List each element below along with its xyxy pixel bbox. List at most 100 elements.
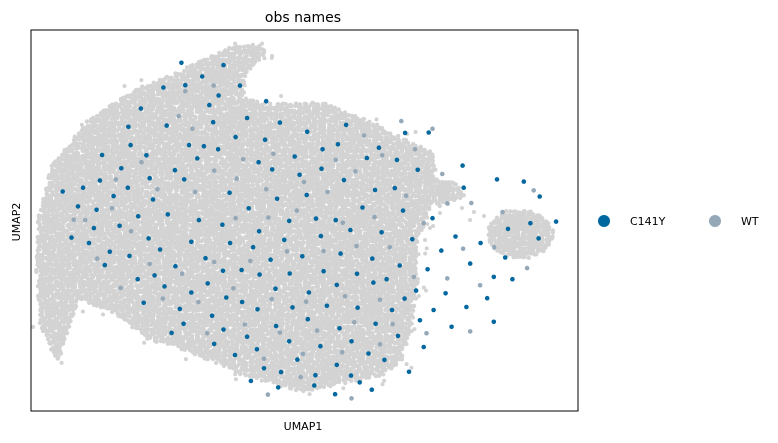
background-cell-1675 xyxy=(241,137,246,142)
background-cell-3102 xyxy=(67,172,72,178)
background-cell-838 xyxy=(127,112,132,118)
background-cell-4899 xyxy=(190,212,196,217)
background-cell-3019 xyxy=(205,169,210,175)
background-cell-2231 xyxy=(136,152,142,157)
background-cell-2809 xyxy=(345,163,350,168)
background-cell-1169 xyxy=(284,122,289,127)
background-cell-985 xyxy=(302,116,307,121)
background-cell-3035 xyxy=(252,170,258,175)
background-cell-207 xyxy=(206,74,211,79)
background-cell-705 xyxy=(223,106,228,112)
background-cell-1721 xyxy=(379,137,384,142)
background-cell-2885 xyxy=(189,167,195,173)
background-cell-1007 xyxy=(84,119,90,124)
background-cell-3280 xyxy=(213,175,218,180)
chart-title: obs names xyxy=(265,10,341,26)
background-cell-327 xyxy=(167,86,172,91)
background-cell-4431 xyxy=(367,199,372,205)
background-cell-4337 xyxy=(85,200,90,205)
background-cell-2223 xyxy=(111,151,117,157)
background-cell-3165 xyxy=(256,173,261,178)
background-cell-813 xyxy=(304,109,309,115)
background-cell-1199 xyxy=(374,122,380,128)
background-cell-715 xyxy=(253,107,258,112)
background-cell-597 xyxy=(133,103,139,109)
background-cell-1010 xyxy=(94,118,100,124)
background-cell-1335 xyxy=(181,128,187,134)
background-cell-1040 xyxy=(183,119,189,124)
background-cell-9 xyxy=(247,44,252,50)
background-cell-1663 xyxy=(205,136,210,142)
background-cell-768 xyxy=(169,110,174,115)
background-cell-4945 xyxy=(328,211,334,217)
background-cell-1596 xyxy=(330,134,335,139)
background-cell-4862 xyxy=(79,211,84,217)
background-cell-2183 xyxy=(364,149,369,154)
background-cell-1450 xyxy=(214,131,219,137)
background-cell-1523 xyxy=(112,135,118,140)
background-cell-1519 xyxy=(99,133,105,139)
background-cell-373 xyxy=(192,89,197,94)
background-cell-1444 xyxy=(197,130,202,136)
background-cell-3500 xyxy=(76,183,81,188)
background-cell-4330 xyxy=(64,200,70,205)
background-cell-963 xyxy=(234,116,240,121)
background-cell-2794 xyxy=(301,164,306,170)
background-cell-1734 xyxy=(81,140,87,146)
background-cell-790 xyxy=(235,111,240,116)
background-cell-4321 xyxy=(452,197,457,203)
background-cell-119 xyxy=(236,61,241,67)
background-cell-2290 xyxy=(312,151,318,157)
background-cell-2837 xyxy=(431,163,436,168)
background-cell-3721 xyxy=(324,184,330,190)
background-cell-40 xyxy=(256,50,261,55)
background-cell-760 xyxy=(145,110,150,115)
background-cell-4505 xyxy=(184,203,189,208)
background-cell-720 xyxy=(268,107,273,112)
background-cell-614 xyxy=(184,104,190,109)
background-cell-1379 xyxy=(312,128,318,133)
background-cell-3327 xyxy=(355,176,360,181)
background-cell-147 xyxy=(182,68,187,74)
background-cell-516 xyxy=(250,98,256,103)
background-cell-1084 xyxy=(315,119,321,125)
background-cell-823 xyxy=(334,111,339,117)
background-cell-3731 xyxy=(354,184,360,189)
background-cell-4104 xyxy=(219,194,225,199)
background-cell-1763 xyxy=(168,139,173,145)
background-cell-1484 xyxy=(316,131,321,137)
background-cell-681 xyxy=(150,106,155,112)
background-cell-3553 xyxy=(235,182,240,187)
background-cell-533 xyxy=(154,101,159,106)
background-cell-1101 xyxy=(367,119,372,125)
background-cell-2510 xyxy=(213,158,219,163)
background-cell-514 xyxy=(244,97,249,103)
background-cell-102 xyxy=(253,59,258,64)
background-cell-1478 xyxy=(299,132,304,137)
background-cell-3384 xyxy=(135,178,141,184)
background-cell-694 xyxy=(189,107,195,112)
background-cell-1610 xyxy=(372,134,378,139)
background-cell-437 xyxy=(139,96,144,101)
background-cell-3672 xyxy=(178,184,183,190)
background-cell-1013 xyxy=(103,118,108,124)
background-cell-7 xyxy=(242,44,247,49)
background-cell-428 xyxy=(239,93,245,98)
background-cell-1265 xyxy=(274,125,279,130)
background-cells xyxy=(31,41,555,397)
background-cell-415 xyxy=(198,91,204,97)
background-cell-1345 xyxy=(211,129,216,134)
background-cell-625 xyxy=(216,104,222,109)
background-cell-1066 xyxy=(262,118,267,124)
background-cell-4605 xyxy=(87,206,93,211)
background-cell-850 xyxy=(163,113,169,118)
background-cell-3454 xyxy=(345,179,351,184)
background-cell-1426 xyxy=(141,131,147,136)
background-cell-3263 xyxy=(163,176,169,181)
background-cell-1333 xyxy=(175,127,180,133)
background-cell-72 xyxy=(232,55,238,61)
background-cell-3626 xyxy=(453,182,458,187)
background-cell-574 xyxy=(283,101,288,107)
background-cell-1146 xyxy=(215,122,220,128)
